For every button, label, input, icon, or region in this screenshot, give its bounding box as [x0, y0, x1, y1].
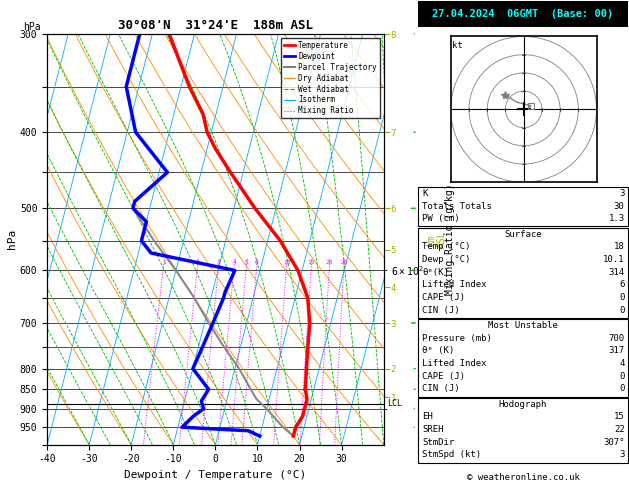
Text: 5: 5	[245, 260, 248, 265]
Text: 0: 0	[619, 293, 625, 302]
Text: 15: 15	[614, 413, 625, 421]
Text: Lifted Index: Lifted Index	[422, 359, 487, 368]
Text: 10: 10	[283, 260, 291, 265]
Text: 20: 20	[326, 260, 333, 265]
Text: LCL: LCL	[387, 399, 402, 408]
Text: 3: 3	[619, 189, 625, 198]
Text: CAPE (J): CAPE (J)	[422, 372, 465, 381]
Text: CIN (J): CIN (J)	[422, 306, 460, 314]
Text: Pressure (mb): Pressure (mb)	[422, 334, 492, 343]
Text: K: K	[422, 189, 428, 198]
Text: Mixing Ratio (g/kg): Mixing Ratio (g/kg)	[445, 184, 455, 295]
Text: θᵉ(K): θᵉ(K)	[422, 268, 449, 277]
Text: CIN (J): CIN (J)	[422, 384, 460, 393]
Text: PW (cm): PW (cm)	[422, 214, 460, 223]
Text: 0: 0	[619, 384, 625, 393]
Y-axis label: hPa: hPa	[7, 229, 17, 249]
Text: StmDir: StmDir	[422, 438, 454, 447]
Text: 18: 18	[614, 243, 625, 251]
Text: Dewp (°C): Dewp (°C)	[422, 255, 470, 264]
Text: θᵉ (K): θᵉ (K)	[422, 347, 454, 355]
Text: CAPE (J): CAPE (J)	[422, 293, 465, 302]
Text: StmSpd (kt): StmSpd (kt)	[422, 451, 481, 459]
Legend: Temperature, Dewpoint, Parcel Trajectory, Dry Adiabat, Wet Adiabat, Isotherm, Mi: Temperature, Dewpoint, Parcel Trajectory…	[281, 38, 380, 119]
Text: Temp (°C): Temp (°C)	[422, 243, 470, 251]
Text: 30: 30	[614, 202, 625, 210]
Text: © weatheronline.co.uk: © weatheronline.co.uk	[467, 473, 579, 482]
Text: 3: 3	[217, 260, 221, 265]
Text: 3: 3	[619, 451, 625, 459]
Text: 1.3: 1.3	[608, 214, 625, 223]
Text: 700: 700	[608, 334, 625, 343]
Text: 0: 0	[619, 372, 625, 381]
Text: 27.04.2024  06GMT  (Base: 00): 27.04.2024 06GMT (Base: 00)	[432, 9, 614, 19]
Text: 10.1: 10.1	[603, 255, 625, 264]
Text: EH: EH	[422, 413, 433, 421]
Text: 25: 25	[340, 260, 348, 265]
Text: hPa: hPa	[23, 21, 41, 32]
Text: 1: 1	[162, 260, 165, 265]
Text: 15: 15	[308, 260, 315, 265]
Text: Most Unstable: Most Unstable	[488, 321, 558, 330]
Text: 307°: 307°	[603, 438, 625, 447]
Text: 2: 2	[196, 260, 199, 265]
Y-axis label: km
ASL: km ASL	[425, 230, 447, 248]
Text: 4: 4	[619, 359, 625, 368]
Text: 4: 4	[232, 260, 236, 265]
Text: 0: 0	[619, 306, 625, 314]
Text: Lifted Index: Lifted Index	[422, 280, 487, 289]
Text: Totals Totals: Totals Totals	[422, 202, 492, 210]
Text: Hodograph: Hodograph	[499, 400, 547, 409]
X-axis label: Dewpoint / Temperature (°C): Dewpoint / Temperature (°C)	[125, 470, 306, 480]
Text: 22: 22	[614, 425, 625, 434]
Text: 6: 6	[619, 280, 625, 289]
Text: 317: 317	[608, 347, 625, 355]
Text: SREH: SREH	[422, 425, 443, 434]
Text: kt: kt	[452, 41, 463, 50]
Text: 6: 6	[255, 260, 259, 265]
Text: 314: 314	[608, 268, 625, 277]
Text: Surface: Surface	[504, 230, 542, 239]
Text: 30°08'N  31°24'E  188m ASL: 30°08'N 31°24'E 188m ASL	[118, 18, 313, 32]
